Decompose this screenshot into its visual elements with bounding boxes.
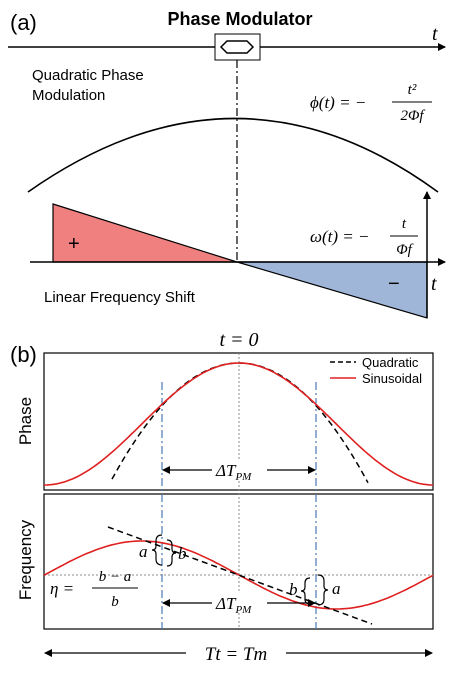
legend: Quadratic Sinusoidal <box>330 355 422 386</box>
quadratic-phase-curve <box>27 117 439 193</box>
eta-equation: η = b − a b <box>50 569 138 610</box>
phase-eq-denominator: 2Φf <box>400 108 425 124</box>
phase-eq-lhs: ϕ(t) = − <box>310 93 366 112</box>
modulator-waveguide-icon <box>219 40 255 54</box>
panel-a-label: (a) <box>10 10 37 35</box>
phase-equation: ϕ(t) = − t² 2Φf <box>310 82 432 124</box>
frequency-axis-label: Frequency <box>16 519 35 600</box>
freq-eq-numerator: t <box>402 216 407 232</box>
period-group: Tt = Tm <box>44 640 433 665</box>
delta-tpm-top: ΔTPM <box>162 460 316 483</box>
freq-eq-lhs: ω(t) = − <box>310 227 370 246</box>
quadratic-label-line1: Quadratic Phase <box>32 67 144 84</box>
positive-frequency-triangle <box>52 203 238 263</box>
frequency-time-axis-label: t <box>431 273 437 295</box>
legend-quadratic-label: Quadratic <box>362 355 419 370</box>
minus-sign: − <box>388 273 400 295</box>
right-brace-b <box>300 577 311 605</box>
frequency-sinusoidal-curve <box>43 540 434 610</box>
right-brace-a-label: a <box>332 579 341 598</box>
frequency-shift-label: Linear Frequency Shift <box>44 289 196 306</box>
period-label: Tt = Tm <box>205 644 267 665</box>
panel-a-title: Phase Modulator <box>167 9 312 29</box>
delta-tpm-top-label: ΔTPM <box>215 461 252 483</box>
plus-sign: + <box>68 233 80 255</box>
delta-tpm-bottom: ΔTPM <box>162 593 316 616</box>
right-brace-group: b a <box>289 574 341 606</box>
left-brace-group: a b <box>139 534 187 567</box>
panel-a: (a) Phase Modulator t Quadratic Phase Mo… <box>8 9 446 319</box>
frequency-equation: ω(t) = − t Φf <box>310 216 418 258</box>
right-brace-a <box>317 574 329 606</box>
legend-sinusoidal-label: Sinusoidal <box>362 371 422 386</box>
left-brace-a-label: a <box>139 542 148 561</box>
panel-b-label: (b) <box>10 342 37 367</box>
eta-eq-lhs: η = <box>50 579 74 598</box>
phase-axis-label: Phase <box>16 397 35 445</box>
eta-eq-numerator: b − a <box>99 569 132 585</box>
delta-tpm-bottom-label: ΔTPM <box>215 594 252 616</box>
right-brace-b-label: b <box>289 580 298 599</box>
phase-sinusoidal-curve <box>43 362 434 486</box>
t-zero-label: t = 0 <box>219 329 258 351</box>
left-brace-a <box>151 534 163 566</box>
frequency-linear-dashed-line <box>107 526 373 625</box>
left-brace-b <box>166 539 177 567</box>
freq-eq-denominator: Φf <box>396 242 413 258</box>
phase-eq-numerator: t² <box>408 82 417 98</box>
eta-eq-denominator: b <box>111 594 119 610</box>
left-brace-b-label: b <box>178 544 187 563</box>
panel-b: (b) t = 0 Quadratic Sinusoidal Phase Fre… <box>10 329 434 665</box>
quadratic-label-line2: Modulation <box>32 87 105 104</box>
top-time-axis-label: t <box>432 23 438 45</box>
